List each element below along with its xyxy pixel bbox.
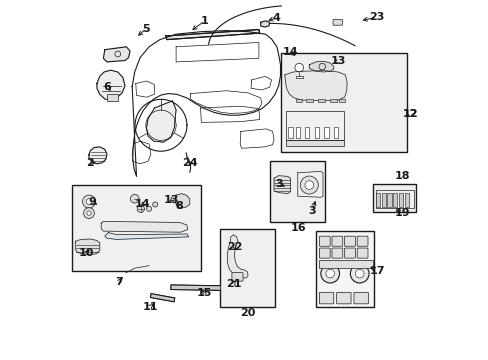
- Bar: [314, 127, 318, 138]
- Text: 11: 11: [142, 302, 158, 312]
- Text: 6: 6: [103, 82, 111, 92]
- Text: 19: 19: [393, 208, 409, 218]
- Polygon shape: [101, 221, 187, 232]
- FancyBboxPatch shape: [319, 236, 329, 246]
- Circle shape: [130, 194, 139, 203]
- Text: 22: 22: [226, 242, 242, 252]
- Bar: [316, 231, 373, 307]
- Text: 2: 2: [86, 158, 94, 168]
- Text: 3: 3: [275, 179, 282, 189]
- FancyBboxPatch shape: [353, 292, 367, 304]
- Circle shape: [152, 202, 158, 207]
- Polygon shape: [89, 147, 107, 164]
- Bar: [404, 193, 408, 207]
- Bar: [373, 184, 415, 212]
- FancyBboxPatch shape: [319, 292, 333, 304]
- Bar: [386, 193, 391, 207]
- Circle shape: [294, 63, 303, 72]
- Bar: [392, 193, 397, 207]
- Bar: [270, 161, 325, 222]
- Polygon shape: [146, 101, 176, 142]
- Text: 24: 24: [182, 158, 197, 168]
- Polygon shape: [260, 21, 269, 27]
- Text: 4: 4: [272, 13, 280, 23]
- Bar: [305, 127, 309, 138]
- Bar: [288, 127, 292, 138]
- FancyBboxPatch shape: [336, 292, 350, 304]
- Bar: [338, 99, 345, 102]
- Text: 18: 18: [394, 171, 410, 181]
- Bar: [220, 229, 274, 307]
- Circle shape: [300, 176, 318, 194]
- Circle shape: [86, 199, 92, 204]
- Bar: [375, 193, 380, 207]
- FancyBboxPatch shape: [319, 248, 329, 258]
- Text: 14: 14: [135, 199, 150, 210]
- Text: 5: 5: [142, 24, 149, 34]
- Text: 1: 1: [201, 16, 208, 26]
- Circle shape: [82, 195, 95, 208]
- Text: 14: 14: [282, 47, 298, 57]
- Bar: [295, 127, 299, 138]
- Bar: [72, 185, 201, 271]
- Circle shape: [355, 269, 363, 278]
- Bar: [295, 76, 302, 78]
- Text: 23: 23: [368, 12, 384, 22]
- Polygon shape: [166, 30, 259, 40]
- Polygon shape: [75, 239, 100, 255]
- Text: 8: 8: [175, 201, 183, 211]
- FancyBboxPatch shape: [344, 236, 355, 246]
- Circle shape: [146, 206, 151, 211]
- Polygon shape: [227, 235, 247, 278]
- Circle shape: [87, 211, 91, 215]
- Text: 21: 21: [225, 279, 241, 289]
- FancyBboxPatch shape: [344, 248, 355, 258]
- Bar: [295, 99, 302, 102]
- Circle shape: [320, 264, 339, 283]
- FancyBboxPatch shape: [331, 236, 342, 246]
- Circle shape: [325, 269, 334, 278]
- FancyBboxPatch shape: [332, 19, 342, 25]
- Text: 3: 3: [308, 206, 315, 216]
- Text: 13: 13: [330, 56, 345, 66]
- FancyBboxPatch shape: [331, 248, 342, 258]
- Polygon shape: [284, 71, 346, 101]
- FancyBboxPatch shape: [356, 248, 367, 258]
- Bar: [398, 193, 403, 207]
- Text: 9: 9: [88, 197, 96, 207]
- Bar: [375, 190, 413, 208]
- Text: 12: 12: [402, 109, 417, 120]
- FancyBboxPatch shape: [231, 273, 243, 281]
- Bar: [306, 99, 312, 102]
- Text: 7: 7: [115, 276, 123, 287]
- Bar: [285, 140, 343, 146]
- Bar: [285, 111, 343, 140]
- Polygon shape: [97, 70, 125, 100]
- Bar: [329, 99, 336, 102]
- Text: 17: 17: [368, 266, 384, 276]
- Polygon shape: [175, 194, 189, 208]
- Bar: [319, 260, 372, 268]
- Polygon shape: [103, 47, 130, 62]
- Circle shape: [137, 205, 144, 212]
- Bar: [381, 193, 385, 207]
- Polygon shape: [309, 61, 333, 72]
- Text: 16: 16: [290, 222, 305, 233]
- Circle shape: [305, 181, 313, 189]
- Text: 15: 15: [196, 288, 211, 298]
- Bar: [107, 94, 118, 101]
- Polygon shape: [104, 233, 188, 239]
- Circle shape: [349, 264, 368, 283]
- Polygon shape: [273, 176, 290, 194]
- Text: 12: 12: [402, 109, 417, 120]
- Bar: [324, 127, 328, 138]
- FancyBboxPatch shape: [356, 236, 367, 246]
- Bar: [318, 99, 324, 102]
- Text: 10: 10: [79, 248, 94, 258]
- Text: 20: 20: [239, 308, 255, 318]
- Bar: [280, 53, 406, 152]
- Text: 13: 13: [164, 195, 179, 205]
- Circle shape: [83, 208, 94, 219]
- Bar: [333, 127, 337, 138]
